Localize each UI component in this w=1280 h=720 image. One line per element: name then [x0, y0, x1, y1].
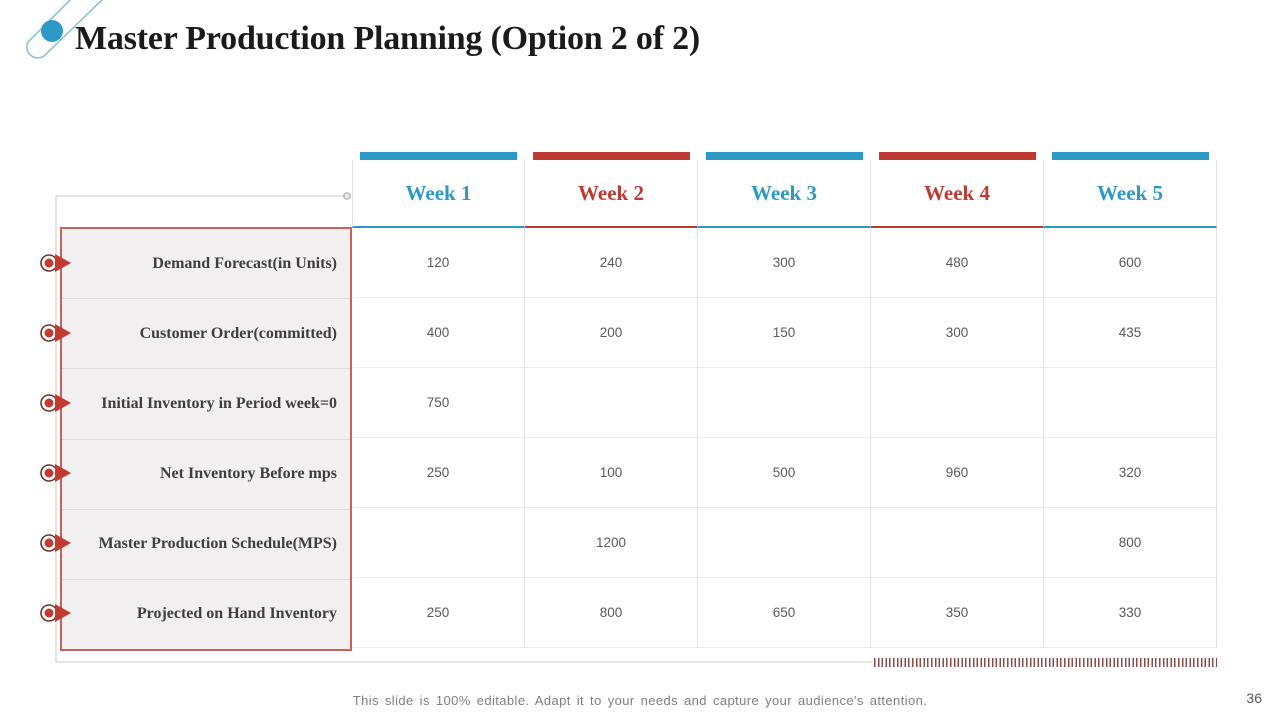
- row-label-4: Net Inventory Before mps: [62, 440, 350, 510]
- table-cell-r2-w3: 150: [698, 298, 871, 368]
- table-cell-r1-w4: 480: [871, 228, 1044, 298]
- table-cell-r3-w4: [871, 368, 1044, 438]
- table-cell-r6-w1: 250: [352, 578, 525, 648]
- page-title: Master Production Planning (Option 2 of …: [75, 20, 701, 57]
- table-cell-r1-w3: 300: [698, 228, 871, 298]
- row-label-panel: Demand Forecast(in Units) Customer Order(…: [60, 227, 352, 651]
- page-number: 36: [1246, 690, 1262, 706]
- row-bullet-icon: [40, 394, 71, 412]
- column-top-bar-week2: [525, 152, 698, 160]
- row-label-6: Projected on Hand Inventory: [136, 605, 337, 623]
- table-cell-r6-w4: 350: [871, 578, 1044, 648]
- column-header-week4: Week 4: [871, 160, 1044, 228]
- table-cell-r3-w2: [525, 368, 698, 438]
- table-cell-r5-w5: 800: [1044, 508, 1217, 578]
- table-cell-r4-w4: 960: [871, 438, 1044, 508]
- table-cell-r1-w5: 600: [1044, 228, 1217, 298]
- table-cell-r2-w1: 400: [352, 298, 525, 368]
- row-bullet-icon: [40, 534, 71, 552]
- top-bar: [1052, 152, 1209, 160]
- table-cell-r4-w2: 100: [525, 438, 698, 508]
- table-cell-r3-w1: 750: [352, 368, 525, 438]
- column-header-week3: Week 3: [698, 160, 871, 228]
- table-cell-r5-w1: [352, 508, 525, 578]
- table-cell-r4-w3: 500: [698, 438, 871, 508]
- row-label-5: Master Production Schedule(MPS): [62, 510, 350, 580]
- row-label-1: Demand Forecast(in Units): [62, 229, 350, 300]
- table-cell-r6-w2: 800: [525, 578, 698, 648]
- top-bar: [706, 152, 863, 160]
- table-cell-r5-w3: [698, 508, 871, 578]
- column-header-week2: Week 2: [525, 160, 698, 228]
- table-cell-r5-w4: [871, 508, 1044, 578]
- row-bullet-icon: [40, 464, 71, 482]
- table-cell-r5-w2: 1200: [525, 508, 698, 578]
- table-cell-r3-w3: [698, 368, 871, 438]
- column-top-bar-week4: [871, 152, 1044, 160]
- table-cell-r6-w5: 330: [1044, 578, 1217, 648]
- title-decoration-pin-icon: [26, 0, 103, 59]
- dotted-line-decoration: [874, 658, 1217, 667]
- row-bullet-icon: [40, 324, 71, 342]
- production-table-grid: Week 1 Week 2 Week 3 Week 4 Week 5 120 240 300 4…: [352, 152, 1217, 648]
- top-bar: [533, 152, 690, 160]
- top-bar: [879, 152, 1036, 160]
- table-cell-r2-w4: 300: [871, 298, 1044, 368]
- table-cell-r6-w3: 650: [698, 578, 871, 648]
- row-label-2: Customer Order(committed): [62, 299, 350, 370]
- top-bar: [360, 152, 517, 160]
- row-bullet-markers: [40, 228, 76, 648]
- table-cell-r2-w5: 435: [1044, 298, 1217, 368]
- row-label-3: Initial Inventory in Period week=0: [62, 369, 350, 440]
- table-cell-r2-w2: 200: [525, 298, 698, 368]
- column-top-bar-week3: [698, 152, 871, 160]
- table-cell-r4-w1: 250: [352, 438, 525, 508]
- column-top-bar-week5: [1044, 152, 1217, 160]
- column-header-week5: Week 5: [1044, 160, 1217, 228]
- table-cell-r1-w1: 120: [352, 228, 525, 298]
- row-bullet-icon: [40, 604, 71, 622]
- footer-note: This slide is 100% editable. Adapt it to…: [352, 693, 928, 708]
- table-cell-r3-w5: [1044, 368, 1217, 438]
- table-cell-r1-w2: 240: [525, 228, 698, 298]
- column-header-week1: Week 1: [352, 160, 525, 228]
- row-bullet-icon: [40, 254, 71, 272]
- table-cell-r4-w5: 320: [1044, 438, 1217, 508]
- column-top-bar-week1: [352, 152, 525, 160]
